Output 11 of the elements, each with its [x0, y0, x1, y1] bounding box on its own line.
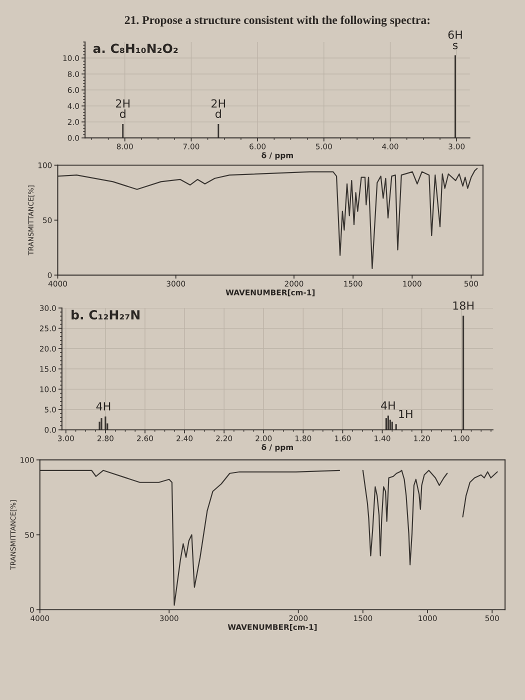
annotation: 18H [453, 301, 474, 310]
chart-subtitle: b. C₁₂H₂₇N [72, 310, 140, 320]
annotation: 4H [96, 402, 110, 410]
annotation: 2H d [116, 99, 130, 118]
annotation: 6H s [448, 30, 462, 50]
annotation: 1H [399, 410, 412, 418]
line-series [58, 168, 478, 270]
chart-subtitle: a. C₈H₁₀N₂O₂ [93, 44, 178, 54]
chart-title: 21. Propose a structure consistent with the following spectra: [124, 16, 430, 27]
annotation: 2H d [212, 99, 226, 118]
annotation: 4H [381, 401, 395, 410]
